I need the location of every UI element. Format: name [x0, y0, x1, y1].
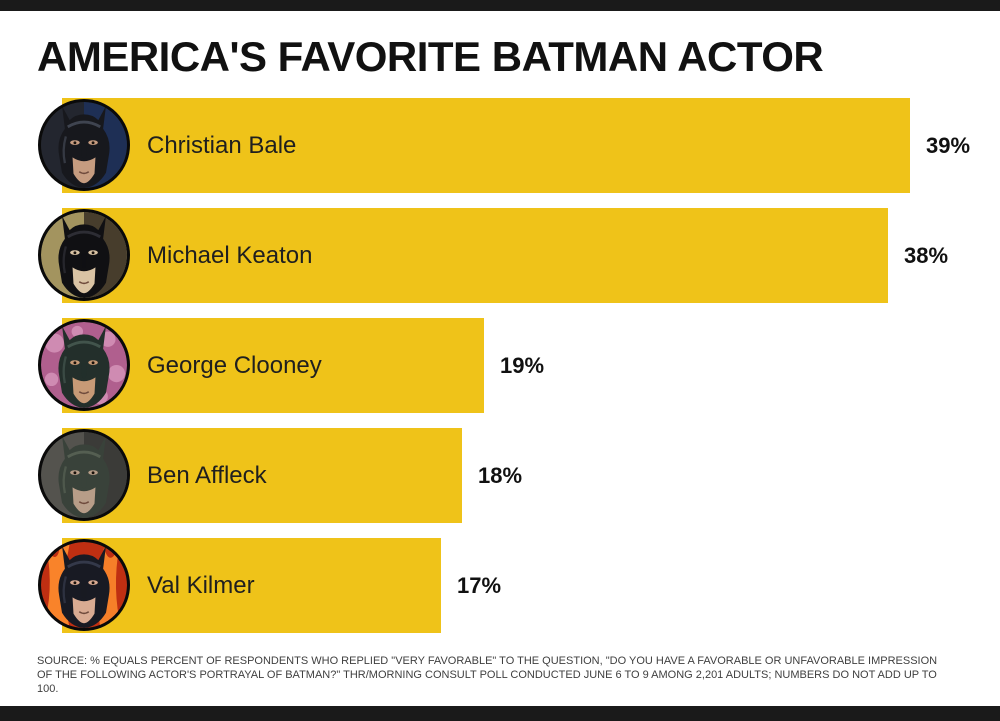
actor-name-label: George Clooney	[147, 351, 322, 379]
actor-name-label: Val Kilmer	[147, 571, 255, 599]
chart-row: Ben Affleck 18%	[0, 428, 1000, 523]
page-title: AMERICA'S FAVORITE BATMAN ACTOR	[37, 33, 824, 80]
chart-row: Val Kilmer 17%	[0, 538, 1000, 633]
batman-kilmer-avatar	[38, 539, 130, 631]
value-bar	[62, 208, 888, 303]
actor-name-label: Michael Keaton	[147, 241, 313, 269]
batman-bale-avatar	[38, 99, 130, 191]
value-label: 39%	[926, 132, 971, 158]
source-note: SOURCE: % EQUALS PERCENT OF RESPONDENTS …	[37, 655, 938, 695]
value-label: 17%	[457, 572, 502, 598]
value-bar	[62, 318, 484, 413]
chart-row: George Clooney 19%	[0, 318, 1000, 413]
actor-name-label: Ben Affleck	[147, 461, 267, 489]
value-bar	[62, 98, 910, 193]
batman-keaton-avatar	[38, 209, 130, 301]
top-frame-bar	[0, 0, 1000, 11]
batman-affleck-avatar	[38, 429, 130, 521]
bar-chart: Christian Bale 39% Michael Keaton 38%	[0, 98, 1000, 638]
batman-clooney-avatar	[38, 319, 130, 411]
actor-name-label: Christian Bale	[147, 131, 297, 159]
value-label: 18%	[478, 462, 523, 488]
value-label: 19%	[500, 352, 545, 378]
chart-row: Michael Keaton 38%	[0, 208, 1000, 303]
value-label: 38%	[904, 242, 949, 268]
bottom-frame-bar	[0, 706, 1000, 721]
chart-row: Christian Bale 39%	[0, 98, 1000, 193]
